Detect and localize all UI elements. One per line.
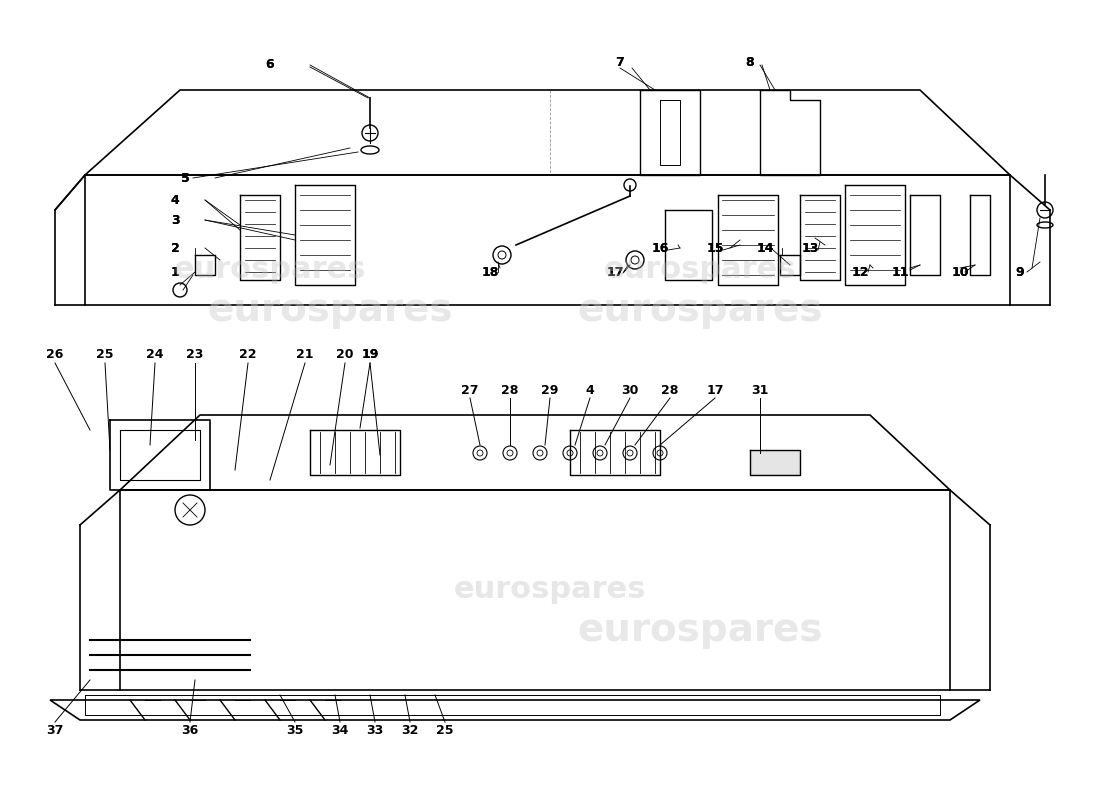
Text: 29: 29 bbox=[541, 383, 559, 397]
Text: 13: 13 bbox=[801, 242, 818, 254]
Text: 21: 21 bbox=[296, 349, 314, 362]
Text: eurospares: eurospares bbox=[453, 575, 647, 605]
Text: 30: 30 bbox=[621, 383, 639, 397]
Text: 12: 12 bbox=[851, 266, 869, 278]
Text: 19: 19 bbox=[361, 349, 378, 362]
Text: 1: 1 bbox=[170, 266, 179, 278]
Text: 7: 7 bbox=[616, 55, 625, 69]
Text: 15: 15 bbox=[706, 242, 724, 254]
Text: 3: 3 bbox=[170, 214, 179, 226]
Text: 24: 24 bbox=[146, 349, 164, 362]
Text: 3: 3 bbox=[170, 214, 179, 226]
Text: 18: 18 bbox=[482, 266, 498, 278]
Text: 16: 16 bbox=[651, 242, 669, 254]
Text: 32: 32 bbox=[402, 723, 419, 737]
Text: 25: 25 bbox=[97, 349, 113, 362]
Text: 9: 9 bbox=[1015, 266, 1024, 278]
Text: 28: 28 bbox=[661, 383, 679, 397]
Text: 8: 8 bbox=[746, 55, 755, 69]
Text: 17: 17 bbox=[606, 266, 624, 278]
Text: 8: 8 bbox=[746, 55, 755, 69]
Text: 12: 12 bbox=[851, 266, 869, 278]
Text: 10: 10 bbox=[952, 266, 969, 278]
Text: 14: 14 bbox=[757, 242, 773, 254]
Text: 17: 17 bbox=[706, 383, 724, 397]
Text: eurospares: eurospares bbox=[207, 291, 453, 329]
Text: 16: 16 bbox=[651, 242, 669, 254]
Text: 33: 33 bbox=[366, 723, 384, 737]
Text: 28: 28 bbox=[502, 383, 519, 397]
Text: 26: 26 bbox=[46, 349, 64, 362]
Text: 23: 23 bbox=[186, 349, 204, 362]
Text: 5: 5 bbox=[180, 171, 189, 185]
Text: 13: 13 bbox=[801, 242, 818, 254]
Text: 31: 31 bbox=[751, 383, 769, 397]
Text: eurospares: eurospares bbox=[578, 291, 823, 329]
Text: 27: 27 bbox=[461, 383, 478, 397]
Text: 11: 11 bbox=[891, 266, 909, 278]
Text: 5: 5 bbox=[180, 171, 189, 185]
Text: 19: 19 bbox=[361, 349, 378, 362]
Text: 4: 4 bbox=[585, 383, 594, 397]
Text: 22: 22 bbox=[240, 349, 256, 362]
Text: eurospares: eurospares bbox=[604, 255, 796, 285]
Text: 17: 17 bbox=[606, 266, 624, 278]
Text: eurospares: eurospares bbox=[174, 255, 366, 285]
Text: 1: 1 bbox=[170, 266, 179, 278]
Text: 18: 18 bbox=[482, 266, 498, 278]
Text: 35: 35 bbox=[286, 723, 304, 737]
Text: 4: 4 bbox=[170, 194, 179, 206]
Text: 36: 36 bbox=[182, 723, 199, 737]
Text: 11: 11 bbox=[891, 266, 909, 278]
Text: 25: 25 bbox=[437, 723, 453, 737]
Text: 14: 14 bbox=[757, 242, 773, 254]
Text: eurospares: eurospares bbox=[578, 611, 823, 649]
Text: 2: 2 bbox=[170, 242, 179, 254]
Text: 20: 20 bbox=[337, 349, 354, 362]
Text: 34: 34 bbox=[331, 723, 349, 737]
Text: 37: 37 bbox=[46, 723, 64, 737]
Text: 4: 4 bbox=[170, 194, 179, 206]
Text: 7: 7 bbox=[616, 55, 625, 69]
Text: 2: 2 bbox=[170, 242, 179, 254]
Text: 9: 9 bbox=[1015, 266, 1024, 278]
Text: 6: 6 bbox=[266, 58, 274, 71]
Text: 15: 15 bbox=[706, 242, 724, 254]
Text: 6: 6 bbox=[266, 58, 274, 71]
Text: 10: 10 bbox=[952, 266, 969, 278]
